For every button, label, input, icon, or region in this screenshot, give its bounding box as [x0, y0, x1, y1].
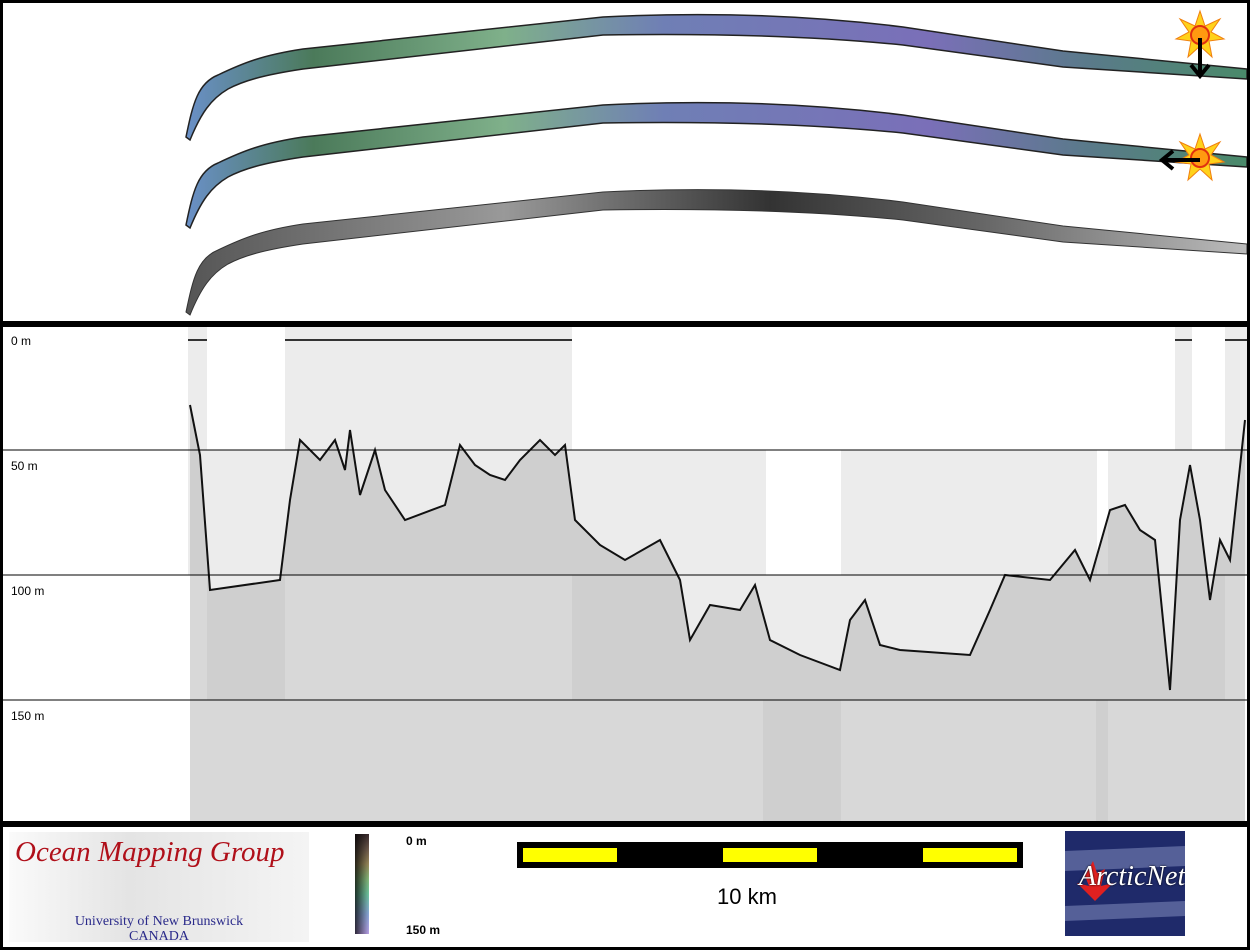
arcticnet-text: ArcticNet: [1079, 861, 1185, 892]
depth-label-150: 150 m: [11, 709, 45, 723]
sediment-fill: [190, 405, 1245, 821]
sea-surface-line: [188, 339, 207, 341]
sea-surface-line: [1225, 339, 1247, 341]
subbottom-profile: [3, 327, 1247, 822]
arrow-down-icon: [1189, 38, 1211, 80]
footer-panel: Ocean Mapping Group University of New Br…: [3, 827, 1247, 947]
swath-map-panel: [3, 3, 1248, 321]
profile-data-block: [1175, 327, 1192, 450]
arrow-left-icon: [1158, 149, 1200, 171]
colorbar-top-label: 0 m: [406, 834, 427, 848]
depth-label-0: 0 m: [11, 334, 32, 348]
swath-map: [185, 9, 1248, 316]
logo-subtitle-line1: University of New Brunswick: [74, 914, 244, 929]
colorbar-bottom-label: 150 m: [406, 923, 441, 937]
sea-surface-line: [1175, 339, 1192, 341]
scale-bar: [517, 842, 1023, 868]
ocean-mapping-group-logo: Ocean Mapping Group University of New Br…: [9, 832, 309, 944]
logo-title: Ocean Mapping Group: [15, 836, 285, 868]
profile-data-block: [285, 327, 572, 450]
subbottom-profile-panel: 0 m 50 m 100 m 150 m: [3, 327, 1247, 822]
logo-subtitle-line2: CANADA: [129, 929, 189, 944]
depth-label-50: 50 m: [11, 459, 38, 473]
arcticnet-logo: ArcticNet: [1065, 831, 1185, 936]
depth-label-100: 100 m: [11, 584, 45, 598]
profile-data-block: [1225, 327, 1247, 450]
sea-surface-line: [285, 339, 572, 341]
scale-bar-label: 10 km: [717, 884, 777, 909]
logo-subtitle: University of New Brunswick CANADA: [9, 914, 309, 944]
seabed-reflector: [189, 404, 1246, 691]
depth-colorbar: [355, 834, 369, 934]
backscatter-swath: [185, 189, 1248, 316]
profile-data-block: [841, 450, 1097, 575]
